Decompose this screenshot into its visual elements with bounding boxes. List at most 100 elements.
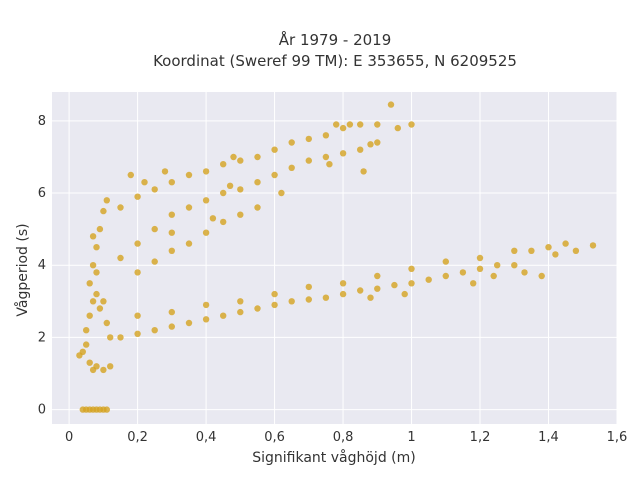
data-point [134,312,141,319]
data-point [442,272,449,280]
data-points [76,101,597,413]
data-point [357,146,364,153]
x-tick-label: 1,6 [607,430,628,445]
data-point [93,244,100,251]
data-point [278,189,285,197]
data-point [271,146,278,153]
data-point [387,101,395,108]
data-point [96,225,104,233]
data-point [141,179,148,186]
grid [52,92,618,424]
data-point [103,197,111,204]
x-tick-label: 0 [65,430,73,445]
data-point [117,334,124,341]
data-point [339,280,347,287]
data-point [100,366,107,374]
data-point [322,153,330,161]
data-point [89,298,97,305]
chart-subtitle: Koordinat (Sweref 99 TM): E 353655, N 62… [153,52,517,70]
data-point [168,247,175,254]
data-point [237,298,244,305]
data-point [572,247,580,254]
data-point [271,301,278,309]
data-point [589,242,597,249]
data-point [161,168,169,175]
data-point [117,254,124,262]
data-point [490,272,497,280]
data-point [93,290,100,298]
data-point [127,171,134,179]
data-point [322,294,330,301]
data-point [151,327,158,334]
data-point [168,308,175,316]
data-point [103,406,111,413]
x-tick-label: 0,8 [333,430,354,445]
data-point [237,157,244,164]
data-point [271,171,278,179]
x-tick-label: 1,2 [470,430,491,445]
data-point [333,121,340,128]
y-tick-label: 4 [38,258,46,273]
data-point [89,233,97,240]
data-point [374,285,381,292]
data-point [357,287,364,294]
data-point [401,290,408,298]
data-point [339,150,347,157]
data-point [107,363,114,370]
data-point [408,121,415,128]
plot-area [52,92,617,424]
data-point [93,363,100,370]
data-point [346,121,354,128]
data-point [86,359,93,366]
data-point [83,341,90,348]
data-point [374,121,381,128]
y-tick-label: 2 [38,330,46,345]
data-point [168,229,175,236]
x-tick-label: 1,4 [538,430,559,445]
data-point [254,204,261,211]
y-tick-label: 8 [38,114,46,129]
data-point [168,179,175,186]
data-point [134,240,141,247]
x-tick-label: 0,6 [264,430,285,445]
data-point [367,141,374,148]
data-point [394,124,401,132]
data-point [202,301,210,309]
data-point [93,269,100,276]
data-point [83,327,90,334]
data-point [185,171,193,179]
data-point [237,211,244,218]
data-point [254,153,261,161]
data-point [96,305,104,312]
data-point [494,262,501,269]
data-point [511,262,518,269]
x-axis-title: Signifikant våghöjd (m) [252,449,415,466]
data-point [220,312,227,319]
data-point [305,283,312,291]
data-point [408,265,415,272]
data-point [476,265,484,272]
data-point [89,262,97,269]
data-point [511,247,518,254]
data-point [254,179,261,186]
data-point [254,305,261,312]
data-point [134,330,141,337]
data-point [209,215,217,222]
data-point [185,240,193,247]
data-point [220,161,227,168]
data-point [339,290,347,298]
y-tick-label: 6 [38,186,46,201]
data-point [237,308,244,316]
data-point [202,316,210,323]
data-point [100,298,107,305]
data-point [538,272,545,280]
data-point [305,135,312,143]
data-point [374,139,381,146]
data-point [459,269,467,276]
data-point [202,168,210,175]
data-point [185,204,193,211]
data-point [391,281,398,289]
x-tick-label: 1 [407,430,415,445]
data-point [151,225,158,233]
data-point [79,348,87,355]
